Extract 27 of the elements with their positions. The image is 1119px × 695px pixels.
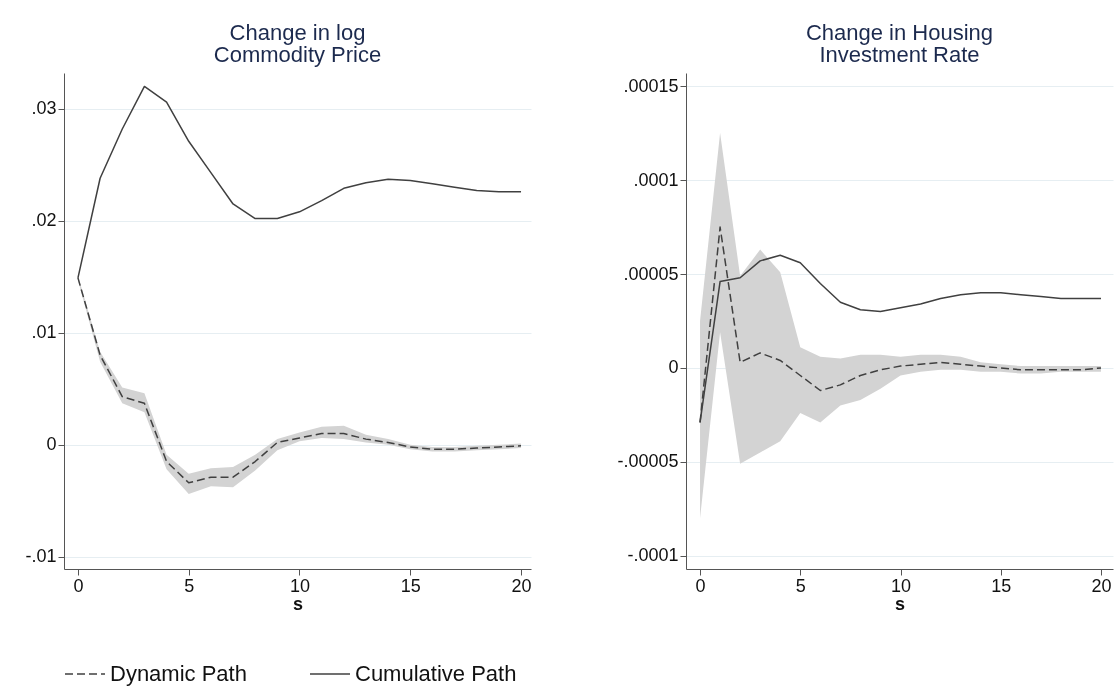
chart-title: Change in Housing Investment Rate — [805, 20, 994, 67]
legend-label: Dynamic Path — [110, 661, 247, 686]
y-tick-label: .03 — [31, 98, 57, 119]
y-tick-label: 0 — [668, 357, 679, 378]
y-tick-label: .01 — [31, 322, 57, 343]
x-tick-label: 20 — [1091, 575, 1112, 596]
y-tick-label: -.0001 — [627, 545, 679, 566]
x-axis-title: s — [292, 593, 304, 614]
y-tick-label: .00015 — [623, 75, 679, 96]
y-tick-label: .02 — [31, 210, 57, 231]
y-tick-label: 0 — [46, 434, 57, 455]
x-tick-label: 0 — [695, 575, 706, 596]
x-tick-label: 10 — [890, 575, 912, 596]
x-tick-label: 10 — [289, 575, 311, 596]
x-tick-label: 20 — [511, 575, 532, 596]
y-tick-label: .0001 — [633, 169, 679, 190]
x-tick-label: 15 — [400, 575, 421, 596]
x-tick-label: 15 — [991, 575, 1012, 596]
y-tick-label: -.01 — [25, 546, 57, 567]
x-tick-label: 5 — [795, 575, 806, 596]
chart-title: Change in log Commodity Price — [213, 20, 382, 67]
y-tick-label: -.00005 — [617, 451, 679, 472]
x-tick-label: 5 — [184, 575, 195, 596]
x-tick-label: 0 — [73, 575, 84, 596]
legend-label: Cumulative Path — [355, 661, 517, 686]
x-axis-title: s — [894, 593, 906, 614]
y-tick-label: .00005 — [623, 263, 679, 284]
